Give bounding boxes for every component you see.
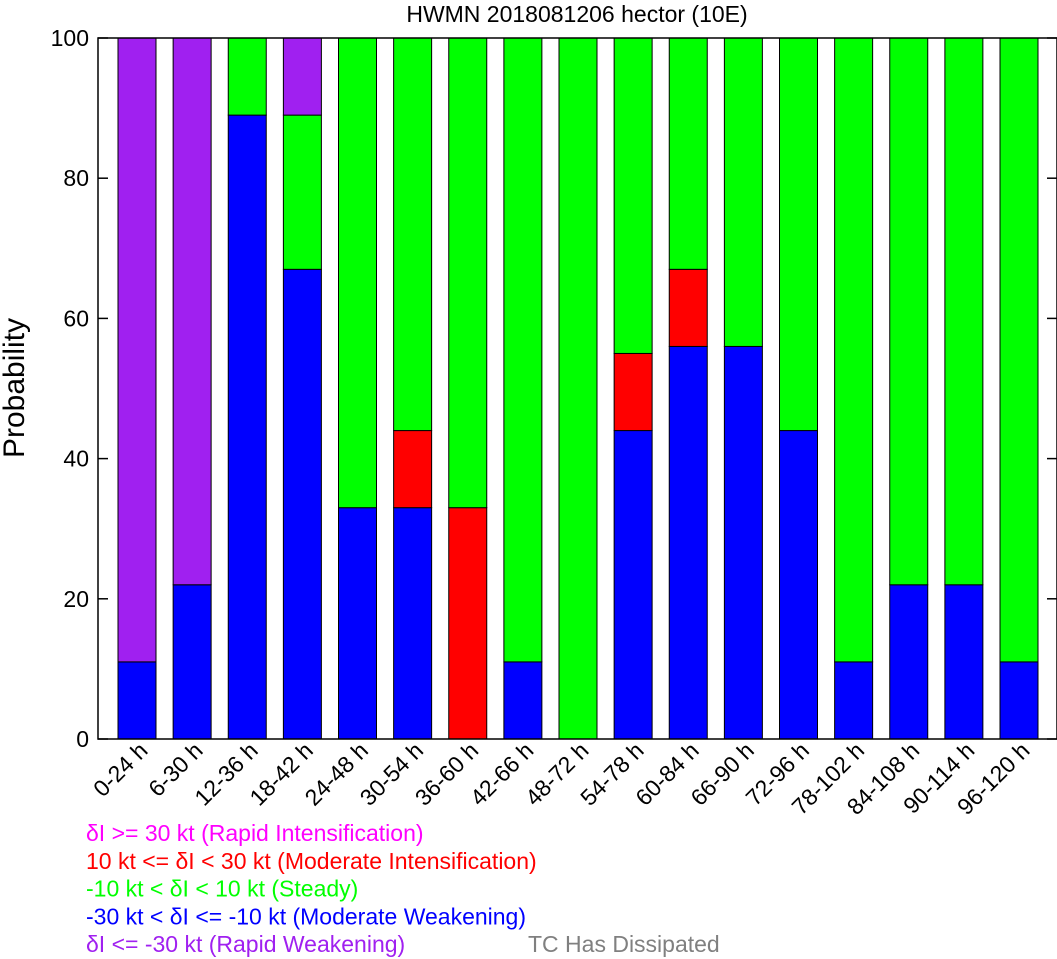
- y-tick-label-40: 40: [63, 446, 89, 472]
- bar-segment-11-kt-i-kt-moderate-weakening: [723, 345, 763, 740]
- bar-segment-12-kt-i-kt-steady: [779, 37, 818, 432]
- bar-segment-12-kt-i-kt-moderate-weakening: [779, 430, 818, 740]
- chart-title: HWMN 2018081206 hector (10E): [406, 1, 747, 27]
- bar-segment-6-kt-i-kt-steady: [448, 37, 488, 509]
- y-tick-label-80: 80: [63, 165, 89, 191]
- bar-segment-2-kt-i-kt-moderate-weakening: [227, 114, 267, 740]
- y-tick-label-0: 0: [76, 726, 89, 752]
- bars-group: [117, 37, 1039, 740]
- bar-segment-9-kt-i-kt-moderate-intensification: [613, 352, 653, 432]
- legend-entry-1: 10 kt <= δI < 30 kt (Moderate Intensific…: [86, 848, 537, 874]
- bar-segment-15-kt-i-kt-steady: [944, 37, 984, 586]
- y-tick-label-60: 60: [63, 305, 89, 331]
- legend-entry-0: δI >= 30 kt (Rapid Intensification): [86, 820, 424, 846]
- bar-segment-8-kt-i-kt-steady: [558, 37, 598, 740]
- legend: δI >= 30 kt (Rapid Intensification)10 kt…: [86, 820, 537, 957]
- bar-segment-11-kt-i-kt-steady: [723, 37, 763, 347]
- y-tick-label-20: 20: [63, 586, 89, 612]
- bar-segment-10-kt-i-kt-moderate-weakening: [668, 345, 708, 740]
- bar-segment-7-kt-i-kt-steady: [503, 37, 543, 663]
- bar-segment-3-kt-i-kt-moderate-weakening: [282, 268, 322, 740]
- bar-segment-16-kt-i-kt-moderate-weakening: [999, 661, 1039, 740]
- bar-segment-3-i-kt-rapid-weakening: [282, 37, 322, 116]
- bar-segment-13-kt-i-kt-steady: [834, 37, 874, 663]
- legend-entry-4: δI <= -30 kt (Rapid Weakening): [86, 931, 405, 957]
- y-tick-label-100: 100: [51, 25, 89, 51]
- bar-segment-5-kt-i-kt-steady: [393, 37, 433, 432]
- bar-segment-0-kt-i-kt-moderate-weakening: [117, 661, 157, 740]
- bar-segment-13-kt-i-kt-moderate-weakening: [834, 661, 874, 740]
- bar-segment-0-i-kt-rapid-weakening: [117, 37, 157, 663]
- bar-segment-1-i-kt-rapid-weakening: [172, 37, 212, 586]
- bar-segment-14-kt-i-kt-moderate-weakening: [889, 584, 929, 740]
- bar-segment-4-kt-i-kt-steady: [338, 37, 377, 509]
- bar-segment-6-kt-i-kt-moderate-intensification: [448, 507, 488, 740]
- y-ticks-group: 0 20 40 60 80 100: [51, 25, 1057, 752]
- bar-segment-14-kt-i-kt-steady: [889, 37, 929, 586]
- bar-segment-9-kt-i-kt-steady: [613, 37, 653, 354]
- bar-segment-4-kt-i-kt-moderate-weakening: [338, 507, 377, 740]
- bar-segment-1-kt-i-kt-moderate-weakening: [172, 584, 212, 740]
- bar-segment-15-kt-i-kt-moderate-weakening: [944, 584, 984, 740]
- bar-segment-7-kt-i-kt-moderate-weakening: [503, 661, 543, 740]
- bar-segment-10-kt-i-kt-steady: [668, 37, 708, 270]
- dissipated-legend-label: TC Has Dissipated: [528, 931, 720, 957]
- legend-entry-2: -10 kt < δI < 10 kt (Steady): [86, 876, 358, 902]
- legend-entry-3: -30 kt < δI <= -10 kt (Moderate Weakenin…: [86, 903, 526, 929]
- bar-segment-9-kt-i-kt-moderate-weakening: [613, 430, 653, 740]
- plot-frame: [97, 37, 1057, 740]
- bar-segment-3-kt-i-kt-steady: [282, 114, 322, 270]
- bar-segment-2-kt-i-kt-steady: [227, 37, 267, 116]
- bar-segment-16-kt-i-kt-steady: [999, 37, 1039, 663]
- bar-segment-5-kt-i-kt-moderate-intensification: [393, 430, 433, 509]
- bar-segment-10-kt-i-kt-moderate-intensification: [668, 268, 708, 347]
- bar-segment-5-kt-i-kt-moderate-weakening: [393, 507, 433, 740]
- y-axis-label: Probability: [0, 318, 31, 458]
